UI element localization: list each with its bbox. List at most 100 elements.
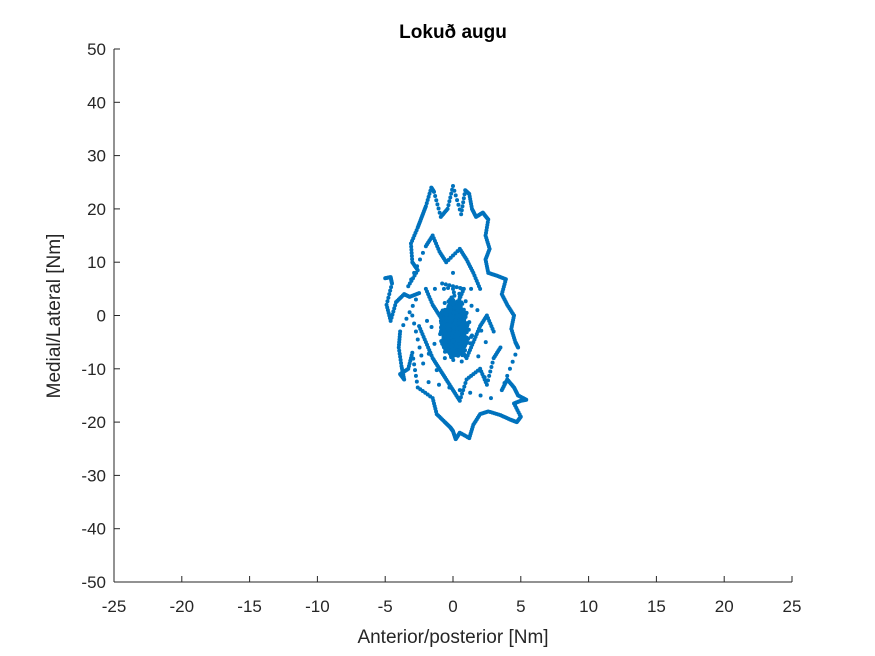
data-point: [443, 282, 448, 287]
data-point: [463, 299, 468, 304]
data-point: [413, 368, 418, 373]
data-point: [450, 187, 455, 192]
data-point: [499, 388, 504, 393]
data-point: [475, 308, 480, 313]
data-point: [453, 193, 458, 198]
data-point: [389, 281, 394, 286]
data-point: [412, 321, 417, 326]
data-point: [443, 338, 448, 343]
data-point: [426, 351, 431, 356]
data-point: [488, 369, 493, 374]
y-axis-label: Medial/Lateral [Nm]: [44, 234, 65, 399]
data-point: [468, 390, 473, 395]
data-point: [389, 285, 394, 290]
x-tick-label: -5: [378, 597, 393, 616]
data-point: [458, 304, 463, 309]
data-point: [397, 348, 402, 353]
data-point: [450, 343, 455, 348]
x-axis-label: Anterior/posterior [Nm]: [357, 627, 548, 648]
y-tick-label: -50: [81, 573, 106, 592]
data-point: [436, 206, 441, 211]
data-point: [455, 313, 460, 318]
data-point: [408, 241, 413, 246]
data-point: [445, 343, 450, 348]
data-point: [415, 337, 420, 342]
data-point: [479, 328, 484, 333]
data-point: [445, 322, 450, 327]
x-tick-label: 20: [715, 597, 734, 616]
data-point: [417, 291, 422, 296]
data-point: [461, 307, 466, 312]
data-point: [439, 339, 444, 344]
data-point: [401, 323, 406, 328]
data-point: [461, 196, 466, 201]
y-tick-label: 40: [87, 93, 106, 112]
data-point: [461, 388, 466, 393]
data-points: [383, 183, 529, 442]
data-point: [451, 284, 455, 289]
data-point: [454, 285, 459, 290]
data-point: [513, 352, 518, 357]
y-tick-label: -20: [81, 413, 106, 432]
data-point: [469, 286, 474, 291]
data-point: [412, 270, 417, 275]
data-point: [462, 327, 467, 332]
data-point: [415, 264, 420, 269]
data-point: [435, 202, 440, 207]
data-point: [413, 373, 418, 378]
data-point: [486, 378, 491, 383]
data-point: [410, 350, 415, 355]
data-point: [443, 349, 447, 354]
data-point: [454, 344, 459, 349]
data-point: [459, 212, 464, 217]
data-point: [409, 277, 414, 282]
data-point: [462, 192, 467, 197]
y-tick-label: -10: [81, 360, 106, 379]
data-point: [457, 207, 462, 212]
data-point: [458, 329, 463, 334]
x-tick-label: 10: [579, 597, 598, 616]
data-point: [418, 257, 422, 262]
data-point: [434, 198, 439, 203]
data-point: [436, 382, 441, 387]
data-point: [457, 345, 462, 350]
data-point: [452, 293, 457, 298]
data-point: [441, 343, 446, 348]
data-point: [482, 375, 487, 380]
data-point: [446, 334, 451, 339]
data-point: [451, 352, 456, 357]
chart-title: Lokuð augu: [399, 22, 507, 43]
y-axis-ticks: -50 -40 -30 -20 -10 0 10 20 30 40 50: [81, 40, 120, 592]
data-point: [467, 341, 472, 346]
data-point: [447, 349, 452, 354]
data-point: [448, 195, 453, 200]
data-point: [458, 285, 463, 290]
data-point: [428, 188, 433, 193]
data-point: [442, 356, 447, 361]
data-point: [419, 353, 424, 358]
data-point: [386, 295, 391, 300]
data-point: [460, 204, 465, 209]
data-point: [442, 307, 447, 312]
data-point: [457, 388, 462, 393]
data-point: [425, 198, 430, 203]
data-point: [407, 310, 412, 315]
data-point: [463, 188, 468, 193]
data-point: [449, 191, 454, 196]
data-point: [444, 312, 449, 317]
y-tick-label: 10: [87, 253, 106, 272]
data-point: [389, 315, 394, 320]
data-point: [432, 341, 437, 346]
data-point: [505, 373, 510, 378]
x-tick-label: 15: [647, 597, 666, 616]
data-point: [456, 332, 461, 337]
data-point: [478, 393, 483, 398]
data-point: [406, 284, 411, 289]
data-point: [448, 331, 453, 336]
data-point: [417, 345, 422, 350]
data-point: [410, 257, 415, 262]
data-point: [502, 381, 507, 386]
data-point: [461, 337, 466, 342]
data-point: [447, 327, 452, 332]
data-point: [409, 253, 414, 258]
